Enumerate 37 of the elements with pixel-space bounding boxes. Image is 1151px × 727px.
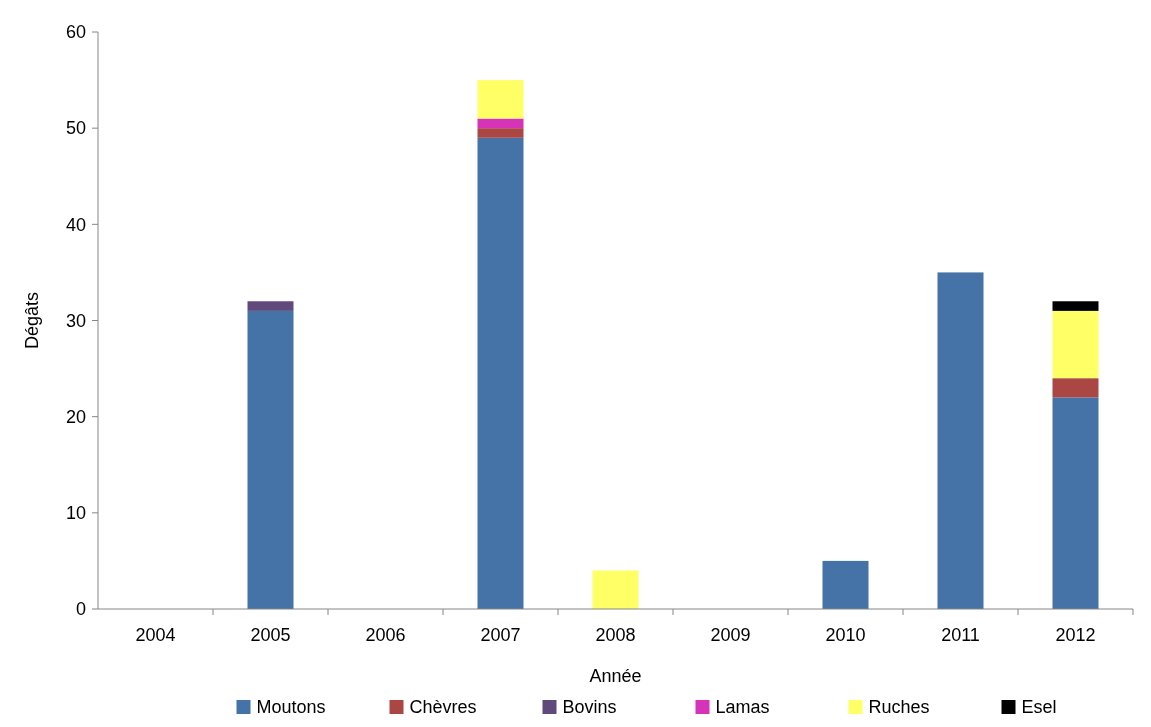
x-tick-label: 2008 — [595, 625, 636, 645]
legend-label: Moutons — [256, 697, 326, 718]
legend-label: Chèvres — [409, 697, 477, 718]
bar — [1052, 397, 1099, 609]
y-tick-label: 0 — [75, 599, 86, 620]
bar — [477, 80, 524, 119]
x-tick-label: 2010 — [825, 625, 866, 645]
y-tick-label: 50 — [65, 118, 86, 139]
legend-label: Bovins — [562, 697, 617, 718]
y-tick-label: 40 — [65, 214, 86, 235]
legend-label: Esel — [1021, 697, 1057, 718]
x-tick-label: 2007 — [480, 625, 521, 645]
bar — [247, 301, 294, 311]
legend-label: Lamas — [715, 697, 770, 718]
bar — [477, 128, 524, 138]
bar — [1052, 310, 1099, 379]
y-tick-label: 20 — [65, 406, 86, 427]
x-axis-title: Année — [589, 666, 642, 686]
bar — [592, 570, 639, 609]
legend-label: Ruches — [868, 697, 930, 718]
bar — [477, 137, 524, 609]
x-tick-label: 2004 — [135, 625, 176, 645]
y-tick-label: 30 — [65, 310, 86, 331]
x-tick-label: 2009 — [710, 625, 751, 645]
bar — [822, 560, 869, 609]
y-tick-label: 10 — [65, 503, 86, 524]
bar — [477, 118, 524, 129]
x-tick-label: 2005 — [250, 625, 291, 645]
bar — [937, 272, 984, 609]
y-axis-title: Dégâts — [22, 291, 42, 350]
x-tick-label: 2011 — [941, 625, 980, 645]
bar — [247, 310, 294, 609]
bar — [1052, 301, 1099, 311]
x-tick-label: 2012 — [1055, 625, 1096, 645]
bar — [1052, 378, 1099, 398]
y-tick-label: 60 — [65, 22, 86, 43]
x-tick-label: 2006 — [365, 625, 406, 645]
